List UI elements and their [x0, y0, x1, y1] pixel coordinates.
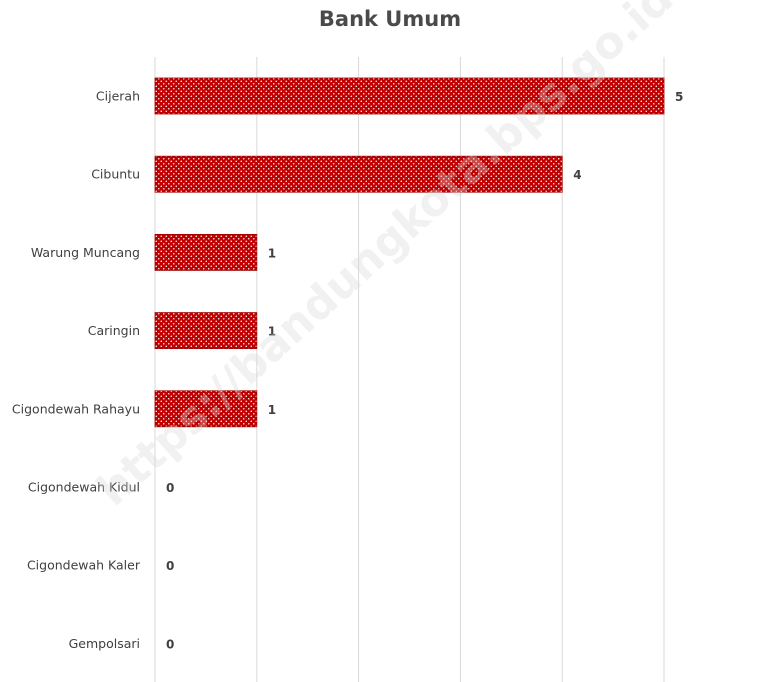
value-label: 1	[268, 325, 276, 339]
value-label: 5	[675, 90, 683, 104]
chart-title: Bank Umum	[319, 7, 461, 31]
bar	[154, 233, 258, 271]
category-label: Cigondewah Rahayu	[12, 401, 140, 416]
value-label: 1	[268, 246, 276, 260]
bar	[154, 312, 258, 350]
bars	[154, 77, 665, 428]
value-label: 0	[166, 637, 174, 651]
category-label: Gempolsari	[69, 636, 140, 651]
bar	[154, 155, 563, 193]
category-label: Caringin	[88, 323, 140, 338]
bar	[154, 390, 258, 428]
value-label: 0	[166, 481, 174, 495]
category-label: Cijerah	[96, 89, 140, 104]
category-label: Warung Muncang	[31, 245, 140, 260]
value-labels: 5 4 1 1 1 0 0 0	[166, 90, 683, 651]
category-label: Cigondewah Kaler	[27, 558, 141, 573]
bar	[154, 77, 665, 115]
category-label: Cigondewah Kidul	[28, 480, 140, 495]
category-label: Cibuntu	[91, 167, 140, 182]
value-label: 0	[166, 559, 174, 573]
value-label: 4	[573, 168, 581, 182]
category-labels: Cijerah Cibuntu Warung Muncang Caringin Cigo…	[12, 89, 141, 651]
value-label: 1	[268, 403, 276, 417]
